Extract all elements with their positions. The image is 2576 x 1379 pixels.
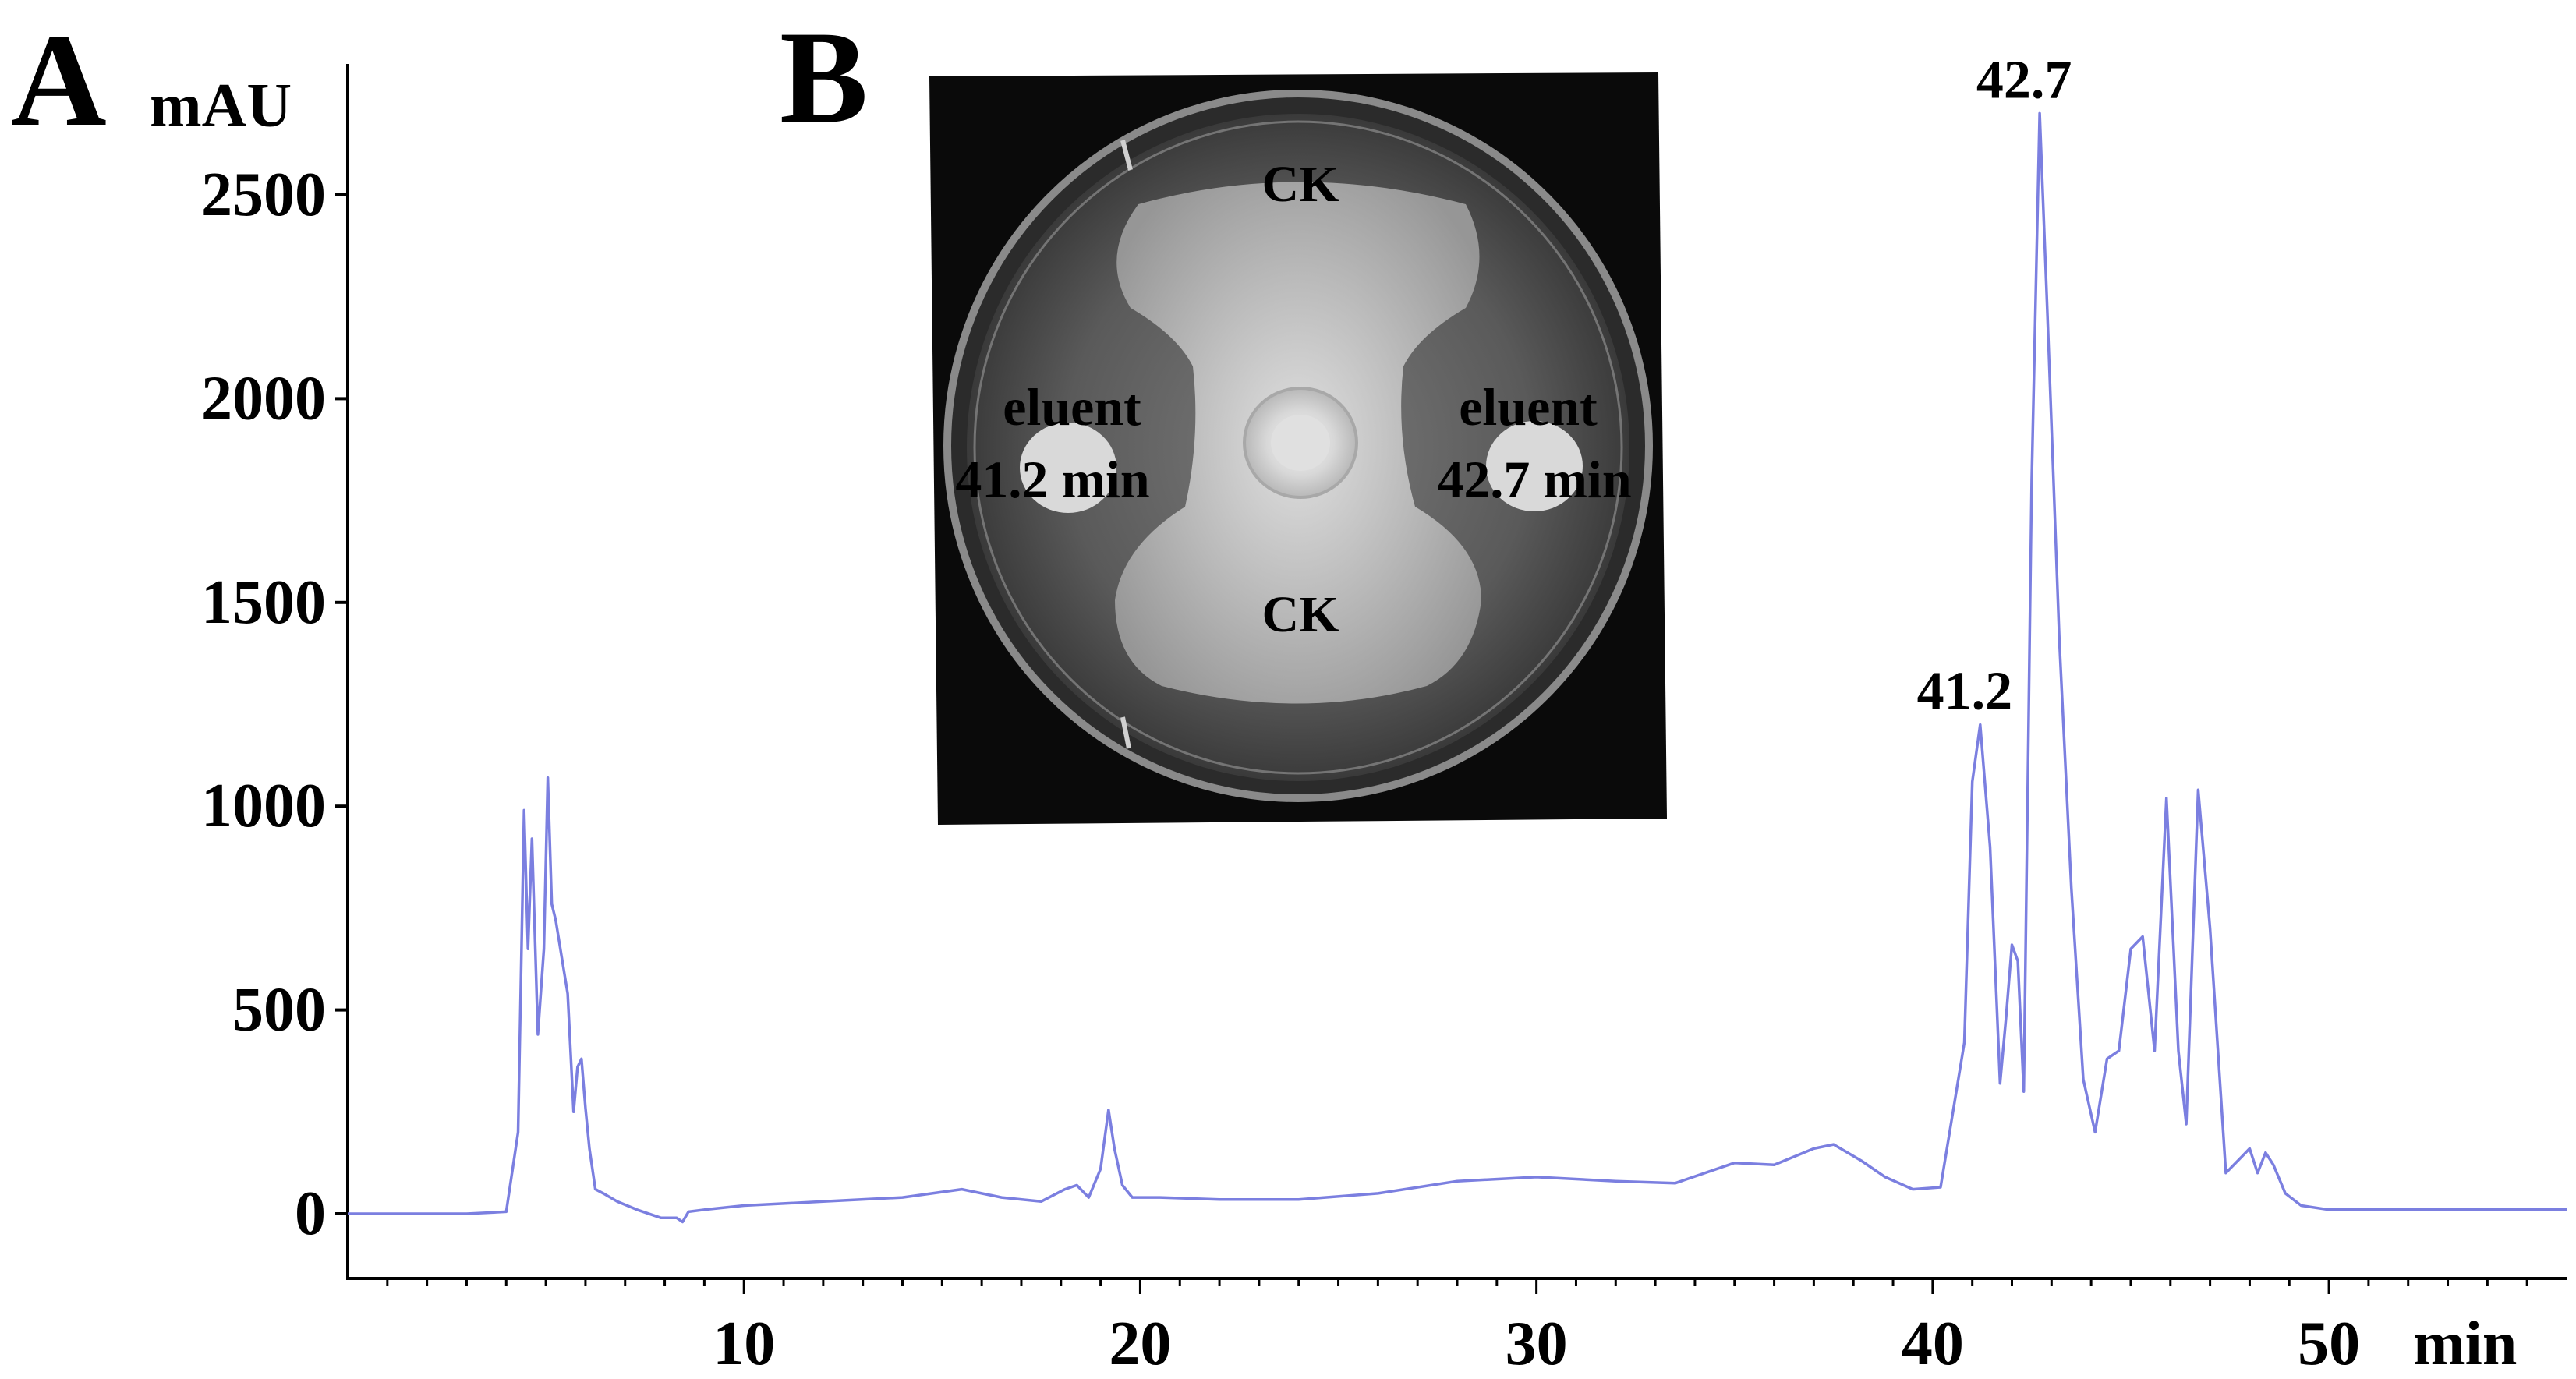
inhibition-zone-right [1486, 421, 1583, 511]
petri-dish-inner-ring [973, 120, 1623, 775]
y-tick-label: 2500 [201, 161, 326, 229]
y-tick-label: 2000 [201, 364, 326, 433]
annotation-layer: 41.2 42.7 [1917, 50, 2072, 721]
eluent-label-left-line2: 41.2 min [955, 450, 1149, 509]
x-tick-label: 50 [2298, 1310, 2360, 1378]
eluent-label-right-line1: eluent [1459, 377, 1598, 437]
ck-label-top: CK [1262, 156, 1339, 213]
peak-label: 41.2 [1917, 662, 2013, 722]
panel-b-label: B [780, 4, 868, 150]
y-tick-label: 0 [295, 1179, 326, 1248]
inhibition-zone-left [1020, 423, 1116, 513]
y-tick-label: 1000 [201, 772, 326, 840]
x-tick-label: 40 [1902, 1310, 1964, 1378]
eluent-label-right-line2: 42.7 min [1437, 450, 1631, 509]
x-tick-label: 30 [1506, 1310, 1568, 1378]
y-tick-label: 1500 [201, 568, 326, 637]
peak-label: 42.7 [1976, 50, 2072, 110]
eluent-label-left-line1: eluent [1003, 377, 1141, 437]
inset-photo: CK CK eluent 41.2 min eluent 42.7 min [929, 72, 1667, 825]
x-axis-unit-label: min [2413, 1310, 2517, 1378]
y-axis-ticks: 0 500 1000 1500 2000 2500 [201, 161, 348, 1248]
y-tick-label: 500 [232, 976, 326, 1045]
ck-label-bottom: CK [1262, 586, 1339, 643]
series-layer [348, 111, 2567, 1224]
colony-center-spot [1271, 415, 1330, 471]
x-axis-ticks: 10 20 30 40 50 [386, 1278, 2528, 1378]
dish-scratch-top [1120, 140, 1133, 171]
x-tick-label: 10 [713, 1310, 775, 1378]
chromatogram-trace [348, 111, 2567, 1224]
y-axis-unit-label: mAU [150, 72, 292, 140]
panel-a-label: A [11, 7, 107, 154]
dish-scratch-bottom [1120, 716, 1131, 749]
x-tick-label: 20 [1109, 1310, 1171, 1378]
